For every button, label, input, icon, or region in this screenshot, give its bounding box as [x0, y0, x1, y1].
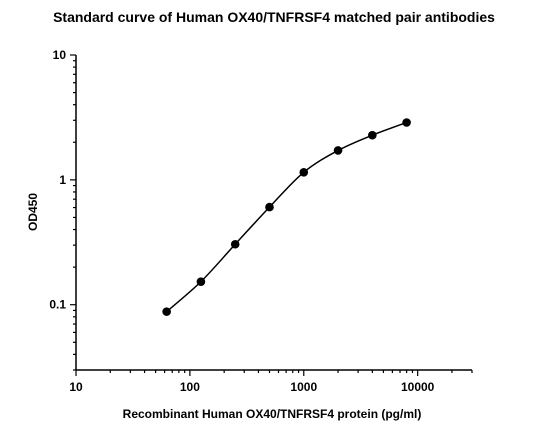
y-tick-label: 1 [59, 173, 66, 187]
data-point [402, 118, 411, 127]
chart-title: Standard curve of Human OX40/TNFRSF4 mat… [53, 9, 495, 25]
data-point [196, 277, 206, 286]
x-tick-label: 10000 [401, 380, 435, 394]
x-tick-label: 100 [180, 380, 200, 394]
y-tick-label: 0.1 [49, 298, 66, 312]
y-axis-label: OD450 [26, 193, 40, 231]
data-point [230, 239, 240, 249]
x-ticks: 10 100 1000 10000 [69, 370, 473, 394]
data-point [333, 146, 343, 155]
axes [75, 55, 472, 371]
x-tick-label: 1000 [290, 380, 317, 394]
x-tick-label: 10 [69, 380, 83, 394]
data-point [265, 202, 274, 212]
x-axis-label: Recombinant Human OX40/TNFRSF4 protein (… [123, 407, 422, 421]
y-ticks: 0.1 1 10 [49, 48, 76, 371]
data-point [299, 167, 309, 177]
y-tick-label: 10 [53, 48, 67, 62]
data-point [162, 307, 171, 316]
data-points [162, 118, 411, 316]
data-point [368, 130, 377, 140]
